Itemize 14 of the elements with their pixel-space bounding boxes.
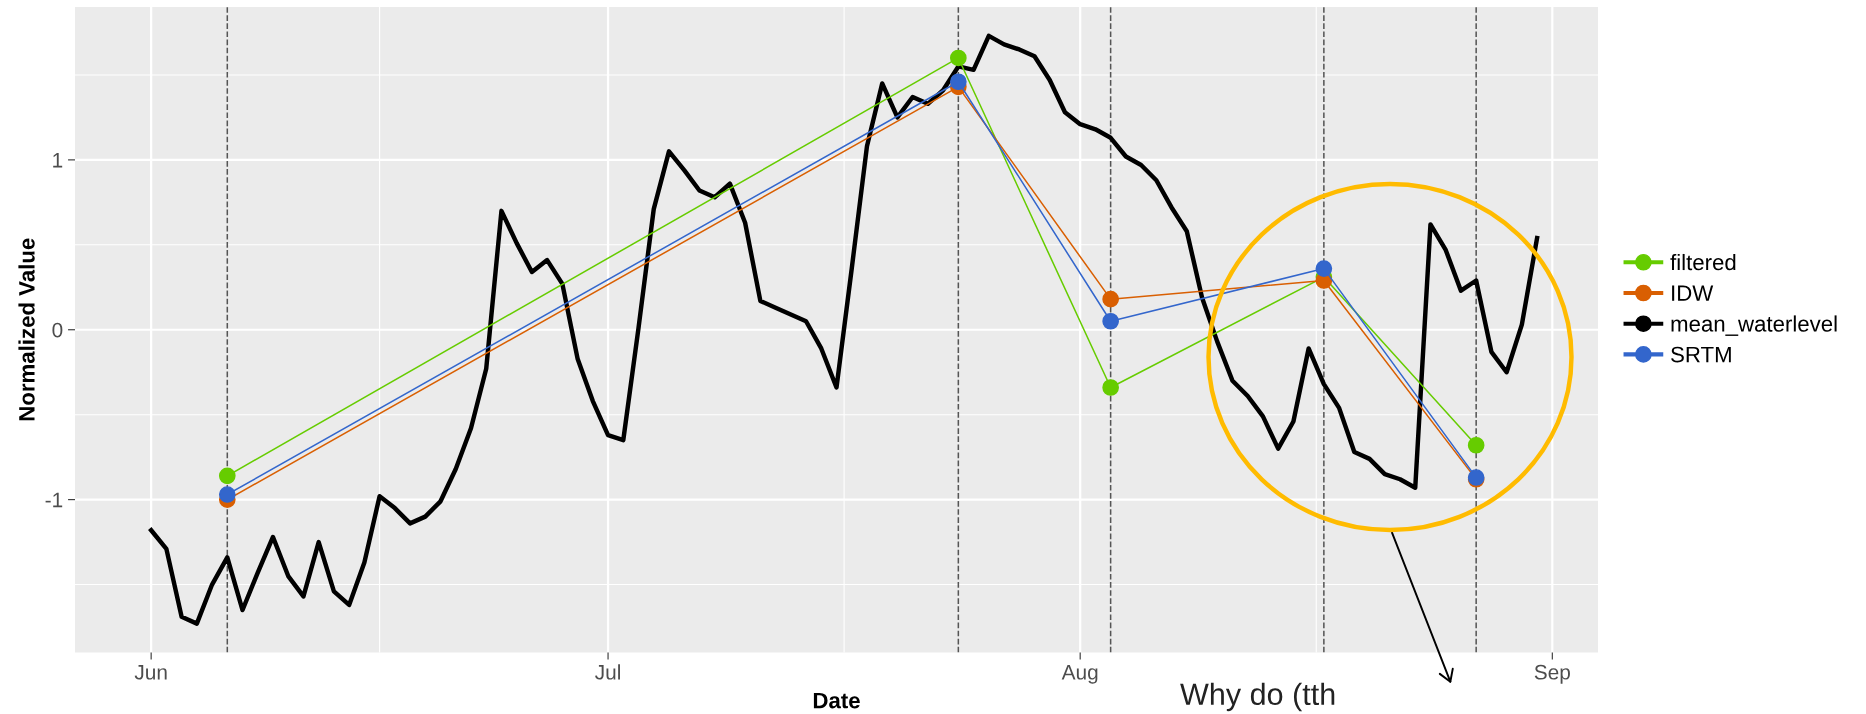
y-tick-label: 1	[53, 153, 63, 168]
legend-label: mean_waterlevel	[1671, 315, 1837, 336]
x-tick-label: Jun	[134, 665, 167, 680]
y-tick-label: 0	[52, 322, 63, 338]
x-tick-label: Aug	[1061, 665, 1098, 684]
y-tick-label: -1	[45, 492, 63, 508]
legend-label: filtered	[1670, 253, 1736, 271]
x-tick-label: Jul	[595, 664, 620, 680]
text: Why do (tth	[1180, 682, 1335, 712]
legend-label: IDW	[1672, 285, 1714, 301]
y-axis-title: Normalized Value	[18, 238, 35, 421]
x-axis-title: Date	[813, 692, 860, 709]
x-tick-label: Sep	[1534, 664, 1570, 684]
legend-label: SRTM	[1671, 346, 1731, 363]
